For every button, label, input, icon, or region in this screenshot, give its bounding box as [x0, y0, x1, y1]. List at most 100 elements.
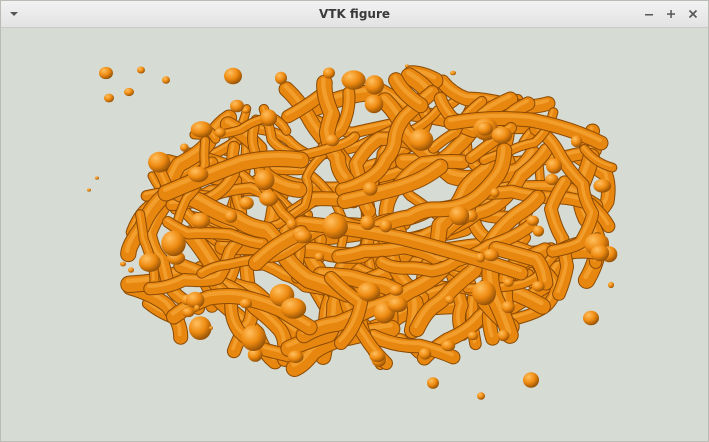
tube-segment	[444, 112, 608, 150]
tube-highlight	[493, 243, 547, 282]
surface-blob	[239, 298, 253, 309]
surface-blob	[593, 179, 612, 193]
surface-blob	[608, 281, 614, 289]
surface-blob	[137, 66, 145, 74]
surface-blob	[190, 121, 213, 138]
surface-blob	[95, 176, 99, 180]
tube-highlight	[582, 146, 613, 168]
surface-blob	[214, 128, 226, 138]
tube-segment	[296, 262, 450, 343]
surface-blob	[162, 76, 170, 84]
surface-blob	[483, 248, 499, 262]
surface-blob	[472, 280, 496, 306]
surface-blob	[449, 206, 470, 226]
surface-blob	[475, 252, 486, 263]
surface-blob	[99, 66, 113, 80]
surface-blob	[583, 310, 599, 326]
surface-blob	[241, 107, 251, 114]
surface-blob	[190, 212, 211, 229]
surface-blob	[280, 297, 307, 319]
surface-blob	[294, 229, 313, 244]
surface-blob	[389, 284, 404, 296]
surface-blob	[323, 67, 335, 79]
surface-blob	[259, 190, 279, 207]
surface-blob	[254, 169, 275, 191]
surface-blob	[260, 109, 278, 127]
surface-blob	[287, 350, 304, 364]
surface-blob	[491, 126, 513, 144]
surface-blob	[161, 230, 186, 257]
surface-blob	[531, 281, 545, 292]
tube-highlight	[339, 87, 434, 190]
tube-highlight	[317, 269, 417, 330]
render-viewport[interactable]	[1, 28, 708, 441]
surface-blob	[545, 173, 559, 186]
surface-blob	[364, 94, 384, 114]
surface-blob	[360, 215, 375, 231]
surface-blob	[369, 350, 386, 363]
surface-blob	[341, 70, 366, 90]
surface-blob	[532, 225, 545, 237]
window-title: VTK figure	[318, 7, 391, 21]
tube-highlight	[176, 187, 349, 293]
tube-highlight	[162, 152, 303, 192]
surface-blob	[444, 295, 455, 304]
surface-blob	[523, 372, 539, 388]
surface-blob	[194, 304, 200, 312]
surface-blob	[501, 301, 515, 314]
tube-highlight	[300, 263, 444, 335]
surface-blobs	[87, 64, 618, 400]
tube-segment	[367, 329, 460, 364]
surface-blob	[247, 347, 263, 362]
surface-blob	[379, 219, 392, 233]
surface-blob	[497, 329, 510, 342]
isosurface-render[interactable]	[1, 28, 708, 441]
tube-segment	[409, 190, 545, 337]
surface-blob	[387, 296, 408, 313]
surface-blob	[87, 188, 91, 192]
surface-blob	[450, 70, 456, 76]
surface-blob	[188, 316, 212, 340]
tube-highlight	[165, 218, 264, 243]
surface-blob	[526, 215, 539, 226]
tube-highlight	[321, 77, 348, 180]
surface-blob	[188, 166, 209, 183]
maximize-icon[interactable]	[662, 4, 680, 24]
surface-blob	[124, 87, 134, 97]
surface-blob	[180, 143, 189, 152]
tube-highlight	[379, 221, 532, 271]
tube-segment	[428, 96, 487, 153]
surface-blob	[590, 244, 610, 262]
surface-blob	[503, 278, 514, 287]
tube-segment	[158, 151, 309, 201]
tube-segment	[197, 222, 341, 278]
surface-blob	[138, 253, 161, 272]
surface-blob	[239, 196, 254, 210]
surface-blob	[405, 64, 409, 68]
tube-highlight	[430, 97, 483, 148]
surface-blob	[357, 282, 381, 302]
surface-blob	[230, 99, 244, 113]
title-bar[interactable]: VTK figure	[1, 1, 708, 28]
surface-blob	[467, 331, 479, 341]
tube-highlight	[392, 75, 422, 105]
tube-segment	[401, 93, 463, 138]
chevron-down-icon[interactable]	[5, 4, 23, 24]
surface-blob	[314, 252, 325, 262]
surface-blob	[286, 219, 297, 230]
tube-highlight	[405, 70, 430, 91]
tube-highlight	[413, 192, 539, 329]
surface-blob	[120, 261, 126, 267]
surface-blob	[148, 151, 171, 173]
surface-blob	[441, 340, 456, 352]
surface-blob	[325, 134, 340, 147]
surface-blob	[275, 71, 287, 85]
surface-blob	[224, 210, 238, 223]
surface-blob	[363, 181, 378, 196]
minimize-icon[interactable]	[640, 4, 658, 24]
tube-highlight	[533, 125, 594, 251]
close-icon[interactable]	[684, 4, 702, 24]
tube-segment	[144, 219, 258, 295]
surface-blob	[321, 213, 348, 240]
